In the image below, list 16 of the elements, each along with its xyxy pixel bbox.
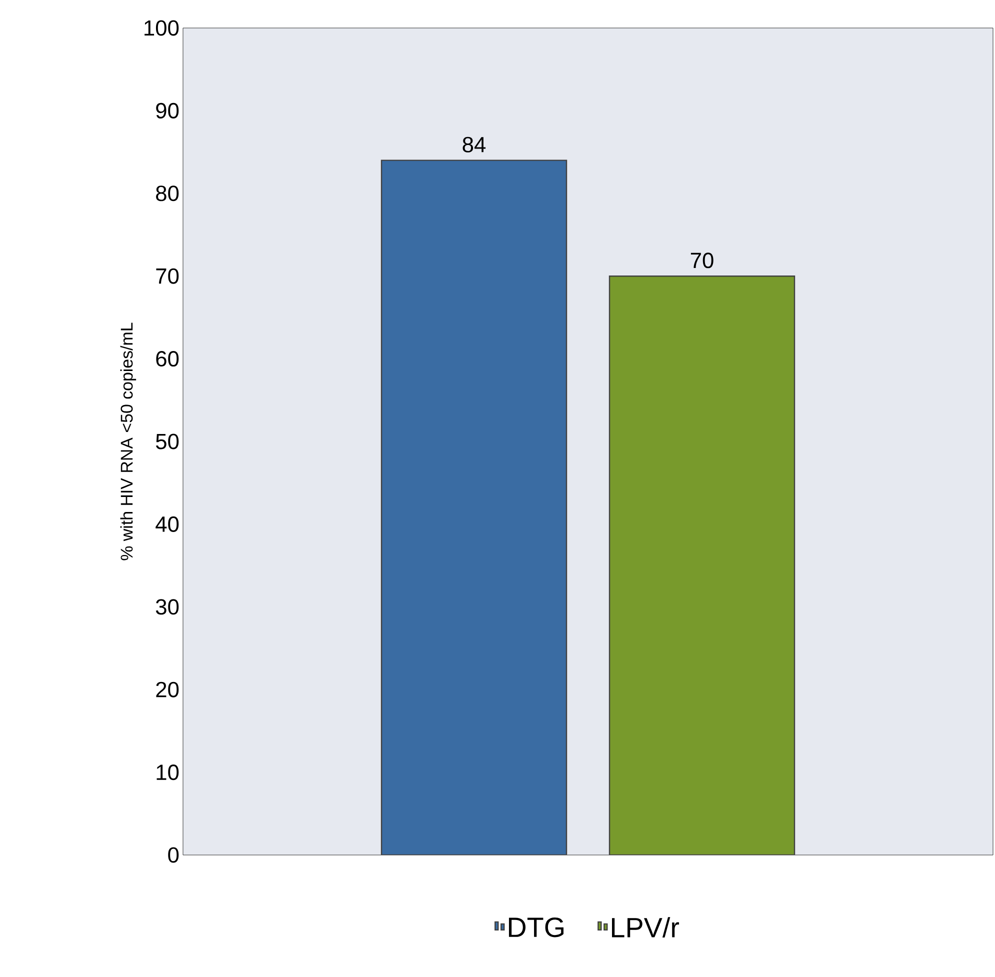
y-axis-title: % with HIV RNA <50 copies/mL xyxy=(120,322,136,560)
y-tick-label: 90 xyxy=(156,102,179,118)
y-tick-label: 70 xyxy=(156,268,179,284)
y-tick-label: 20 xyxy=(156,682,179,698)
data-label: 70 xyxy=(690,252,714,268)
data-label: 84 xyxy=(462,136,486,152)
y-tick-label: 100 xyxy=(144,20,179,36)
y-tick-label: 80 xyxy=(156,186,179,202)
y-tick-label: 10 xyxy=(156,764,179,780)
y-tick-label: 50 xyxy=(156,434,179,450)
y-tick-label: 0 xyxy=(168,847,179,863)
y-tick-label: 40 xyxy=(156,516,179,532)
y-tick-label: 60 xyxy=(156,351,179,367)
legend-label: LPV/r xyxy=(612,917,680,938)
y-tick-label: 30 xyxy=(156,599,179,615)
legend-label: DTG xyxy=(508,917,564,938)
